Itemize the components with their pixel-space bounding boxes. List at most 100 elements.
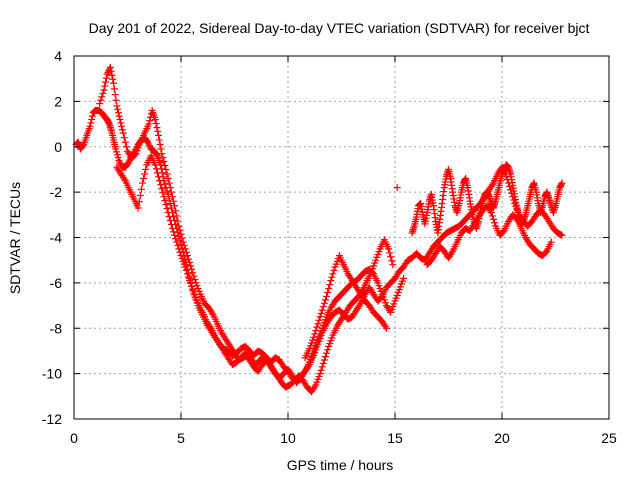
data-point: [135, 198, 143, 206]
data-point: [160, 193, 168, 201]
x-tick-label: 10: [280, 430, 296, 446]
data-point: [159, 189, 167, 197]
data-point: [131, 151, 139, 159]
data-point: [114, 109, 122, 117]
data-point: [120, 134, 128, 142]
data-point: [104, 68, 112, 76]
data-point: [448, 249, 456, 257]
data-layer: [72, 63, 566, 396]
data-point: [112, 96, 120, 104]
data-point: [102, 78, 110, 86]
data-point: [319, 303, 327, 311]
data-point: [324, 289, 332, 297]
y-tick-label: -8: [50, 320, 63, 336]
data-point: [206, 323, 214, 331]
data-point: [138, 179, 146, 187]
data-point: [179, 238, 187, 246]
data-point: [156, 177, 164, 185]
data-point: [172, 207, 180, 215]
y-tick-label: -6: [50, 275, 63, 291]
data-point: [144, 138, 152, 146]
data-point: [98, 93, 106, 101]
data-point: [176, 248, 184, 256]
data-point: [79, 142, 87, 150]
data-point: [118, 126, 126, 134]
data-point: [356, 301, 364, 309]
data-point: [174, 217, 182, 225]
data-point: [319, 359, 327, 367]
data-point: [177, 230, 185, 238]
data-point: [320, 299, 328, 307]
data-point: [329, 270, 337, 278]
data-point: [110, 85, 118, 93]
data-point: [208, 309, 216, 317]
grid: [74, 56, 609, 419]
data-point: [168, 224, 176, 232]
data-point: [155, 173, 163, 181]
data-point: [312, 327, 320, 335]
data-point: [181, 245, 189, 253]
data-point: [122, 143, 130, 151]
data-point: [311, 383, 319, 391]
data-point: [153, 169, 161, 177]
data-point: [317, 366, 325, 374]
data-point: [172, 235, 180, 243]
data-point: [160, 157, 168, 165]
data-point: [310, 333, 318, 341]
data-point: [121, 138, 129, 146]
data-point: [184, 255, 192, 263]
data-point: [101, 82, 109, 90]
data-point: [190, 272, 198, 280]
data-point: [171, 231, 179, 239]
data-point: [316, 370, 324, 378]
data-point: [318, 306, 326, 314]
data-point: [153, 151, 161, 159]
data-point: [155, 136, 163, 144]
data-point: [400, 274, 408, 282]
data-point: [119, 129, 127, 137]
data-point: [161, 161, 169, 169]
data-point: [326, 281, 334, 289]
data-point: [115, 156, 123, 164]
data-point: [182, 266, 190, 274]
data-point: [314, 320, 322, 328]
data-point: [173, 212, 181, 220]
data-point: [157, 145, 165, 153]
data-point: [176, 226, 184, 234]
y-tick-label: -12: [42, 411, 62, 427]
x-axis-label: GPS time / hours: [287, 457, 394, 473]
data-point: [388, 257, 396, 265]
data-point: [558, 231, 566, 239]
data-point: [140, 175, 148, 183]
data-point: [164, 209, 172, 217]
data-point: [118, 122, 126, 130]
data-point: [141, 170, 149, 178]
data-point: [137, 185, 145, 193]
data-point: [181, 263, 189, 271]
data-point: [381, 323, 389, 331]
data-point: [166, 216, 174, 224]
x-tick-label: 0: [70, 430, 78, 446]
data-point: [86, 122, 94, 130]
data-point: [151, 116, 159, 124]
data-point: [164, 175, 172, 183]
data-point: [157, 181, 165, 189]
data-point: [547, 238, 555, 246]
data-point: [106, 63, 114, 71]
data-point: [165, 213, 173, 221]
data-point: [96, 100, 104, 108]
data-point: [386, 249, 394, 257]
y-tick-label: 2: [54, 93, 62, 109]
y-tick-label: -2: [50, 184, 63, 200]
data-point: [97, 96, 105, 104]
data-point: [491, 219, 499, 227]
data-point: [115, 112, 123, 120]
data-point: [382, 324, 390, 332]
data-point: [170, 197, 178, 205]
data-point: [174, 241, 182, 249]
data-point: [316, 313, 324, 321]
data-point: [145, 142, 153, 150]
data-point: [146, 117, 154, 125]
data-point: [88, 116, 96, 124]
